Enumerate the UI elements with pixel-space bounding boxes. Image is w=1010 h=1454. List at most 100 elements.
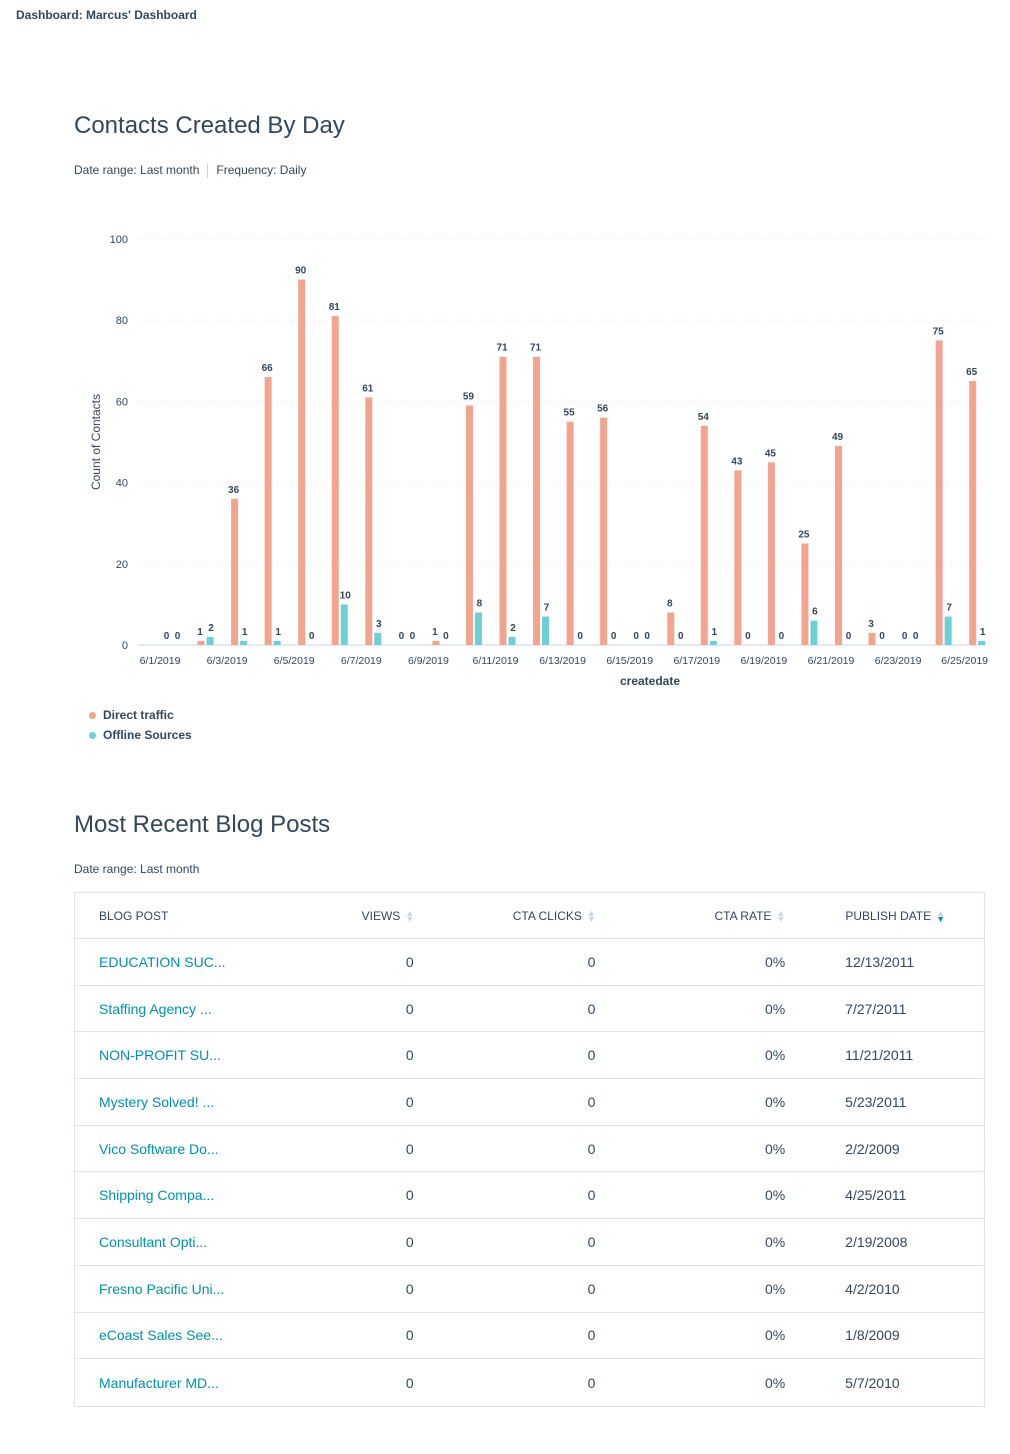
blog-post-link[interactable]: Vico Software Do... xyxy=(99,1140,219,1157)
data-label: 25 xyxy=(798,530,810,541)
legend-item-offline-sources[interactable]: Offline Sources xyxy=(89,725,192,745)
data-label: 1 xyxy=(432,627,438,638)
bar-direct-traffic xyxy=(465,405,473,645)
cta-rate-cell: 0% xyxy=(764,1093,786,1110)
col-header-cta-clicks-label: CTA CLICKS xyxy=(512,908,582,923)
legend-item-direct-traffic[interactable]: Direct traffic xyxy=(89,705,192,725)
publish-date-cell: 11/21/2011 xyxy=(845,1047,914,1064)
bar-direct-traffic xyxy=(533,356,541,645)
views-cell: 0 xyxy=(405,1187,414,1204)
x-tick-label: 6/11/2019 xyxy=(473,655,519,667)
x-tick-label: 6/17/2019 xyxy=(673,655,720,667)
data-label: 0 xyxy=(175,631,181,642)
table-row: Mystery Solved! ... 0 0 0% 5/23/2011 xyxy=(75,1079,984,1126)
data-label: 0 xyxy=(644,631,650,642)
data-label: 3 xyxy=(868,619,874,630)
data-label: 0 xyxy=(164,631,170,642)
blog-post-link[interactable]: eCoast Sales See... xyxy=(99,1327,223,1344)
x-tick-label: 6/7/2019 xyxy=(341,655,382,667)
cta-clicks-cell: 0 xyxy=(587,1047,596,1064)
cta-clicks-cell: 0 xyxy=(587,1327,596,1344)
y-tick-label: 0 xyxy=(122,640,128,652)
cta-rate-cell: 0% xyxy=(764,1140,786,1157)
cta-clicks-cell: 0 xyxy=(587,1187,596,1204)
cta-clicks-cell: 0 xyxy=(587,953,596,970)
bar-offline-sources xyxy=(474,612,482,645)
bar-direct-traffic xyxy=(600,417,608,645)
table-row: Manufacturer MD... 0 0 0% 5/7/2010 xyxy=(75,1359,984,1406)
bar-direct-traffic xyxy=(566,421,574,645)
sort-icon[interactable]: ▲ ▼ xyxy=(586,908,596,925)
data-label: 6 xyxy=(812,607,818,618)
x-tick-label: 6/13/2019 xyxy=(539,655,586,667)
data-label: 0 xyxy=(678,631,684,642)
bar-direct-traffic xyxy=(197,640,205,645)
cta-clicks-cell: 0 xyxy=(587,1233,596,1250)
sort-icon[interactable]: ▲ ▼ xyxy=(405,908,415,925)
data-label: 0 xyxy=(745,631,751,642)
blog-report-title: Most Recent Blog Posts xyxy=(74,811,331,838)
blog-post-link[interactable]: Fresno Pacific Uni... xyxy=(99,1280,225,1297)
blog-post-link[interactable]: NON-PROFIT SU... xyxy=(99,1047,221,1064)
views-cell: 0 xyxy=(405,1327,414,1344)
col-header-views[interactable]: VIEWS ▲ ▼ xyxy=(334,908,415,925)
blog-post-link[interactable]: Shipping Compa... xyxy=(99,1187,215,1204)
data-label: 1 xyxy=(242,627,248,638)
x-tick-label: 6/3/2019 xyxy=(207,655,248,667)
meta-divider xyxy=(207,163,209,178)
sort-desc-icon[interactable]: ▲ ▼ xyxy=(936,908,946,925)
legend-swatch-offline xyxy=(89,731,96,739)
bar-direct-traffic xyxy=(499,356,507,645)
data-label: 1 xyxy=(197,627,203,638)
x-tick-label: 6/25/2019 xyxy=(941,655,988,667)
cta-rate-cell: 0% xyxy=(764,1233,786,1250)
bar-direct-traffic xyxy=(801,543,809,645)
y-tick-label: 80 xyxy=(116,315,128,327)
data-label: 90 xyxy=(295,266,307,277)
blog-post-link[interactable]: Consultant Opti... xyxy=(99,1233,208,1250)
data-label: 75 xyxy=(933,327,945,338)
blog-post-link[interactable]: Staffing Agency ... xyxy=(99,1000,212,1017)
blog-post-link[interactable]: Manufacturer MD... xyxy=(99,1374,219,1391)
col-header-blog-post: BLOG POST xyxy=(99,908,169,923)
data-label: 0 xyxy=(846,631,852,642)
publish-date-cell: 5/23/2011 xyxy=(845,1093,907,1110)
cta-clicks-cell: 0 xyxy=(587,1140,596,1157)
blog-post-link[interactable]: EDUCATION SUC... xyxy=(99,953,226,970)
data-label: 0 xyxy=(399,631,405,642)
blog-post-link[interactable]: Mystery Solved! ... xyxy=(99,1093,215,1110)
bar-direct-traffic xyxy=(231,498,239,645)
table-row: Fresno Pacific Uni... 0 0 0% 4/2/2010 xyxy=(75,1266,984,1313)
data-label: 55 xyxy=(564,408,576,419)
cta-clicks-cell: 0 xyxy=(587,1280,596,1297)
table-row: Staffing Agency ... 0 0 0% 7/27/2011 xyxy=(75,986,984,1033)
publish-date-cell: 2/2/2009 xyxy=(845,1140,900,1157)
data-label: 59 xyxy=(463,391,475,402)
cta-clicks-cell: 0 xyxy=(587,1000,596,1017)
bar-direct-traffic xyxy=(868,632,876,645)
y-tick-label: 20 xyxy=(116,559,128,571)
col-header-cta-rate[interactable]: CTA RATE ▲ ▼ xyxy=(596,908,786,925)
col-header-publish-date[interactable]: PUBLISH DATE ▲ ▼ xyxy=(785,908,984,925)
views-cell: 0 xyxy=(405,1093,414,1110)
cta-clicks-cell: 0 xyxy=(587,1374,596,1391)
bar-offline-sources xyxy=(978,640,986,645)
data-label: 10 xyxy=(340,590,352,601)
x-tick-label: 6/9/2019 xyxy=(408,655,449,667)
bar-direct-traffic xyxy=(767,462,775,645)
data-label: 71 xyxy=(530,343,542,354)
data-label: 0 xyxy=(611,631,617,642)
data-label: 54 xyxy=(698,412,710,423)
sort-icon[interactable]: ▲ ▼ xyxy=(776,908,786,925)
publish-date-cell: 1/8/2009 xyxy=(845,1327,900,1344)
x-tick-label: 6/5/2019 xyxy=(274,655,315,667)
data-label: 0 xyxy=(879,631,885,642)
views-cell: 0 xyxy=(405,1047,414,1064)
data-label: 7 xyxy=(544,603,550,614)
data-label: 81 xyxy=(329,302,341,313)
publish-date-cell: 7/27/2011 xyxy=(845,1000,907,1017)
chart-legend: Direct traffic Offline Sources xyxy=(89,705,192,745)
bar-offline-sources xyxy=(810,620,818,645)
data-label: 1 xyxy=(980,627,986,638)
col-header-cta-clicks[interactable]: CTA CLICKS ▲ ▼ xyxy=(414,908,596,925)
